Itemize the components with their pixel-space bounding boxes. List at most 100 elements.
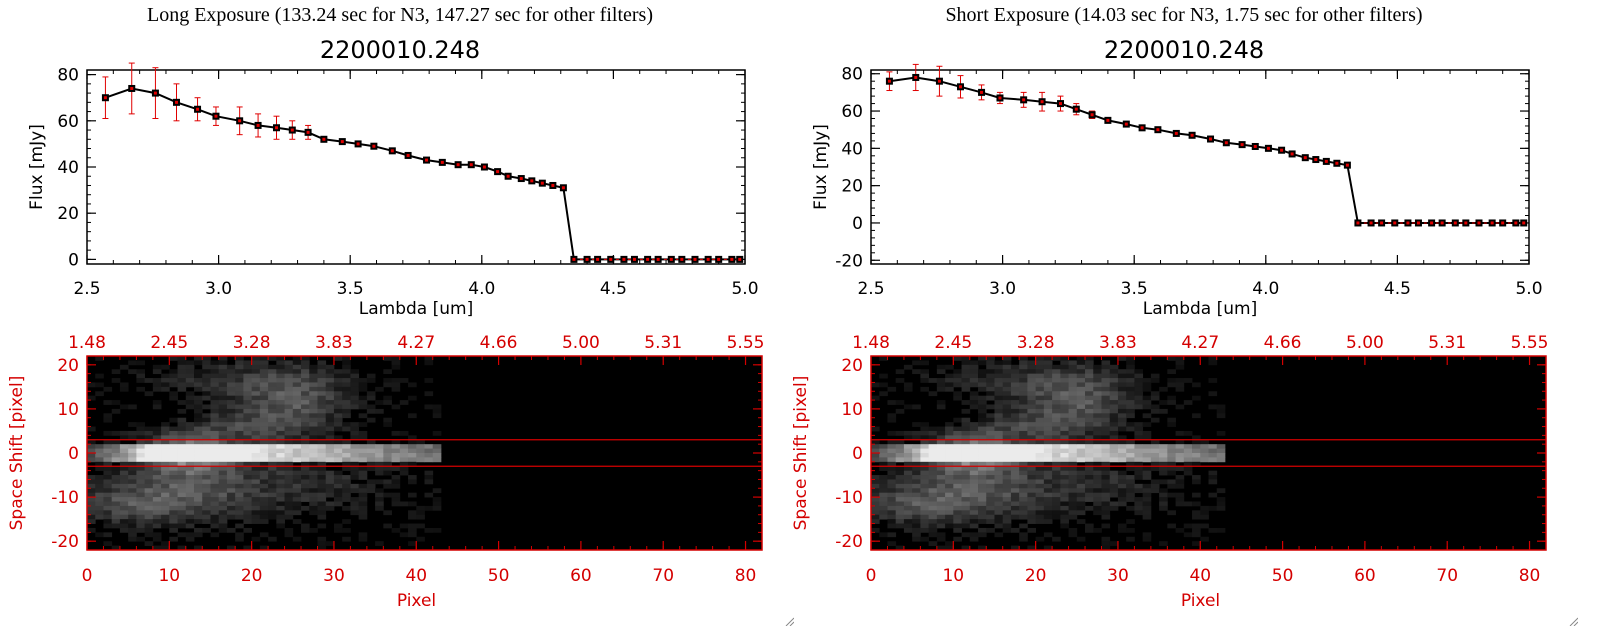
flux-data-point-core — [275, 126, 279, 130]
heatmap-cell — [210, 378, 220, 383]
heatmap-cell — [259, 413, 269, 419]
heatmap-cell — [1060, 510, 1069, 516]
heatmap-cell — [920, 488, 930, 494]
heatmap-cell — [1142, 532, 1152, 538]
heatmap-cell — [1150, 378, 1160, 383]
heatmap-cell — [152, 523, 162, 529]
heatmap-cell — [185, 470, 195, 476]
heatmap-cell — [268, 382, 277, 388]
heatmap-cell — [119, 479, 129, 485]
heatmap-cell — [1142, 510, 1152, 516]
heatmap-cell — [1019, 386, 1028, 392]
heatmap-cell — [177, 373, 187, 379]
heatmap-cell — [185, 492, 195, 498]
heatmap-cell — [218, 413, 228, 419]
heatmap-cell — [301, 497, 310, 502]
heatmap-cell — [226, 400, 236, 405]
heatmap-cell — [243, 373, 253, 379]
heatmap-cell — [1192, 457, 1201, 463]
resize-grip-icon[interactable] — [784, 616, 794, 626]
flux-data-point-core — [980, 90, 984, 94]
heatmap-cell — [202, 453, 211, 458]
heatmap-cell — [399, 448, 409, 454]
heatmap-cell — [103, 483, 113, 489]
heatmap-cell — [1192, 527, 1201, 533]
pixel-tick-label: 0 — [866, 566, 877, 586]
heatmap-cell — [268, 453, 277, 458]
heatmap-cell — [169, 475, 178, 480]
heatmap-cell — [301, 435, 310, 441]
heatmap-cell — [871, 479, 880, 485]
heatmap-cell — [961, 488, 971, 494]
heatmap-cell — [1085, 492, 1094, 498]
heatmap-cell — [259, 545, 269, 551]
heatmap-cell — [259, 453, 269, 458]
heatmap-cell — [1200, 444, 1209, 449]
heatmap-cell — [1117, 523, 1127, 529]
flux-data-point-core — [322, 137, 326, 141]
heatmap-cell — [152, 475, 162, 480]
heatmap-cell — [317, 373, 327, 379]
heatmap-cell — [961, 400, 971, 405]
heatmap-cell — [1109, 417, 1119, 423]
heatmap-cell — [366, 395, 376, 401]
heatmap-cell — [251, 510, 261, 516]
heatmap-cell — [1126, 422, 1135, 427]
heatmap-cell — [1027, 400, 1037, 405]
heatmap-cell — [144, 426, 154, 432]
heatmap-cell — [1101, 369, 1111, 375]
heatmap-cell — [1002, 461, 1012, 467]
heatmap-cell — [87, 514, 96, 520]
heatmap-cell — [375, 505, 384, 511]
heatmap-cell — [177, 408, 187, 414]
heatmap-cell — [136, 497, 146, 502]
heatmap-cell — [177, 422, 187, 427]
heatmap-cell — [1002, 505, 1012, 511]
flux-data-point-core — [609, 257, 613, 261]
heatmap-cell — [887, 519, 897, 524]
heatmap-cell — [961, 470, 971, 476]
heatmap-cell — [903, 386, 913, 392]
heatmap-cell — [879, 501, 888, 507]
heatmap-cell — [185, 505, 195, 511]
heatmap-cell — [350, 378, 360, 383]
heatmap-cell — [986, 470, 995, 476]
flux-data-point-core — [998, 96, 1002, 100]
heatmap-cell — [144, 527, 154, 533]
heatmap-cell — [920, 479, 930, 485]
heatmap-cell — [1126, 426, 1135, 432]
heatmap-cell — [1085, 475, 1094, 480]
heatmap-cell — [276, 364, 285, 370]
heatmap-cell — [136, 519, 146, 524]
heatmap-cell — [301, 475, 310, 480]
pixel-tick-label: 40 — [405, 566, 427, 586]
heatmap-cell — [284, 382, 294, 388]
heatmap-cell — [961, 519, 971, 524]
heatmap-cell — [136, 448, 146, 454]
heatmap-cell — [1010, 426, 1020, 432]
heatmap-cell — [1192, 523, 1201, 529]
heatmap-cell — [317, 501, 327, 507]
heatmap-cell — [1027, 466, 1037, 472]
heatmap-cell — [194, 408, 203, 414]
heatmap-cell — [259, 391, 269, 397]
heatmap-cell — [103, 430, 113, 436]
heatmap-cell — [1027, 492, 1037, 498]
heatmap-cell — [978, 532, 987, 538]
heatmap-cell — [920, 435, 930, 441]
heatmap-cell — [210, 532, 220, 538]
shift-tick-label: 20 — [57, 356, 79, 376]
resize-grip-icon[interactable] — [1568, 616, 1578, 626]
heatmap-cell — [1068, 448, 1078, 454]
heatmap-cell — [128, 470, 137, 476]
heatmap-cell — [1019, 470, 1028, 476]
heatmap-cell — [1019, 514, 1028, 520]
flux-data-point-core — [693, 257, 697, 261]
heatmap-cell — [936, 466, 946, 472]
heatmap-cell — [1134, 404, 1144, 410]
heatmap-cell — [978, 426, 987, 432]
heatmap-cell — [953, 492, 962, 498]
heatmap-cell — [301, 408, 310, 414]
heatmap-cell — [251, 466, 261, 472]
heatmap-cell — [194, 386, 203, 392]
